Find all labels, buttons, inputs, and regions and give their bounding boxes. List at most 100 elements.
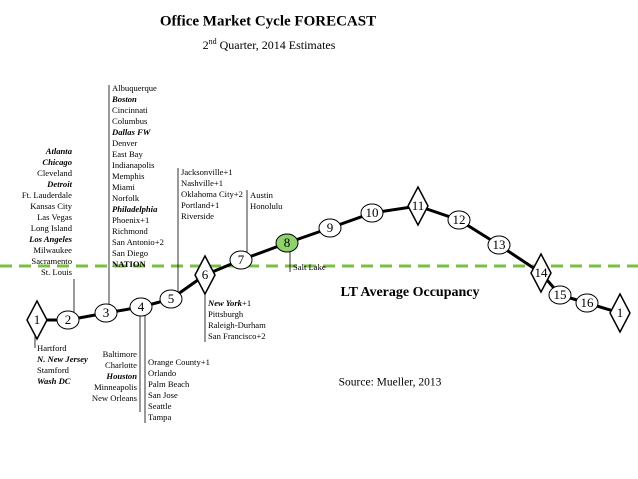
city: Orlando bbox=[148, 368, 176, 378]
city: San Francisco+2 bbox=[208, 331, 266, 341]
subtitle: 2nd Quarter, 2014 Estimates bbox=[203, 37, 336, 52]
city: Palm Beach bbox=[148, 379, 190, 389]
city-name: Honolulu bbox=[250, 201, 283, 211]
city: Austin bbox=[250, 190, 274, 200]
subtitle-suffix: nd bbox=[209, 37, 217, 46]
circle-marker bbox=[548, 285, 572, 305]
city: Nashville+1 bbox=[181, 178, 223, 188]
city-name: Baltimore bbox=[103, 349, 138, 359]
circle-marker bbox=[94, 303, 118, 323]
point-label: 13 bbox=[493, 237, 506, 252]
city-name: San Antonio+2 bbox=[112, 237, 164, 247]
city: San Diego bbox=[112, 248, 148, 258]
city-name: Columbus bbox=[112, 116, 148, 126]
city: Miami bbox=[112, 182, 136, 192]
city-name: Minneapolis bbox=[94, 382, 138, 392]
city: Atlanta bbox=[45, 146, 73, 156]
city-name: Cincinnati bbox=[112, 105, 148, 115]
city: Boston bbox=[111, 94, 137, 104]
city-name: Portland+1 bbox=[181, 200, 219, 210]
circle-marker bbox=[275, 233, 299, 253]
point-label: 4 bbox=[138, 299, 145, 314]
city: Las Vegas bbox=[37, 212, 73, 222]
circle-marker bbox=[129, 297, 153, 317]
city: New Orleans bbox=[92, 393, 138, 403]
city: Chicago bbox=[42, 157, 72, 167]
circle-marker bbox=[447, 210, 471, 230]
city: Ft. Lauderdale bbox=[22, 190, 72, 200]
city-name: Houston bbox=[105, 371, 137, 381]
city: Hartford bbox=[37, 343, 67, 353]
city-name: Wash DC bbox=[37, 376, 71, 386]
city-name: Chicago bbox=[42, 157, 72, 167]
city-name: Hartford bbox=[37, 343, 67, 353]
city-suffix: +1 bbox=[242, 298, 251, 308]
city: Stamford bbox=[37, 365, 70, 375]
city-name: N. New Jersey bbox=[36, 354, 88, 364]
city: Long Island bbox=[31, 223, 73, 233]
point-label: 12 bbox=[453, 212, 466, 227]
city-name: Los Angeles bbox=[28, 234, 73, 244]
city: Kansas City bbox=[30, 201, 72, 211]
city: Memphis bbox=[112, 171, 145, 181]
city-name: East Bay bbox=[112, 149, 143, 159]
circle-marker bbox=[318, 218, 342, 238]
city-name: San Francisco+2 bbox=[208, 331, 266, 341]
city-name: San Jose bbox=[148, 390, 178, 400]
city-name: Seattle bbox=[148, 401, 172, 411]
city: Jacksonville+1 bbox=[181, 167, 233, 177]
point-label: 7 bbox=[238, 252, 245, 267]
city-name: Detroit bbox=[46, 179, 72, 189]
circle-marker bbox=[56, 310, 80, 330]
city: Indianapolis bbox=[112, 160, 155, 170]
city: Honolulu bbox=[250, 201, 283, 211]
city: Seattle bbox=[148, 401, 172, 411]
city: Raleigh-Durham bbox=[208, 320, 266, 330]
connectors bbox=[34, 85, 291, 423]
point-label: 11 bbox=[412, 198, 425, 213]
city: Orange County+1 bbox=[148, 357, 210, 367]
city-name: Stamford bbox=[37, 365, 70, 375]
city-name: New York bbox=[207, 298, 243, 308]
circle-marker bbox=[575, 293, 599, 313]
city: Charlotte bbox=[105, 360, 137, 370]
point-label: 6 bbox=[202, 267, 209, 282]
city-name: Memphis bbox=[112, 171, 145, 181]
city-name: Tampa bbox=[148, 412, 171, 422]
city-name: Dallas FW bbox=[111, 127, 152, 137]
city: NATION bbox=[112, 259, 147, 269]
city: San Jose bbox=[148, 390, 178, 400]
city-name: Las Vegas bbox=[37, 212, 73, 222]
point-label: 15 bbox=[554, 287, 567, 302]
point-label: 14 bbox=[535, 265, 549, 280]
city: Richmond bbox=[112, 226, 149, 236]
city-name: Milwaukee bbox=[33, 245, 72, 255]
city-name: Kansas City bbox=[30, 201, 72, 211]
point-label: 9 bbox=[327, 220, 334, 235]
city-name: Richmond bbox=[112, 226, 149, 236]
city: Sacramento bbox=[31, 256, 72, 266]
city-name: San Diego bbox=[112, 248, 148, 258]
city: Minneapolis bbox=[94, 382, 138, 392]
city-name: Long Island bbox=[31, 223, 73, 233]
circle-marker bbox=[360, 203, 384, 223]
city-name: Nashville+1 bbox=[181, 178, 223, 188]
city: N. New Jersey bbox=[36, 354, 88, 364]
reference-label: LT Average Occupancy bbox=[341, 285, 480, 300]
point-label: 1 bbox=[617, 305, 624, 320]
city-name: Denver bbox=[112, 138, 137, 148]
city-name: Orlando bbox=[148, 368, 176, 378]
point-label: 16 bbox=[581, 295, 595, 310]
city: Denver bbox=[112, 138, 137, 148]
source: Source: Mueller, 2013 bbox=[339, 377, 442, 389]
title: Office Market Cycle FORECAST bbox=[160, 13, 376, 29]
city-name: Riverside bbox=[181, 211, 214, 221]
circle-marker bbox=[229, 250, 253, 270]
city: Wash DC bbox=[37, 376, 71, 386]
city: East Bay bbox=[112, 149, 143, 159]
city-name: Philadelphia bbox=[112, 204, 158, 214]
city-name: Pittsburgh bbox=[208, 309, 244, 319]
city-name: Salt Lake bbox=[293, 262, 326, 272]
city-name: Charlotte bbox=[105, 360, 137, 370]
city: Cincinnati bbox=[112, 105, 148, 115]
